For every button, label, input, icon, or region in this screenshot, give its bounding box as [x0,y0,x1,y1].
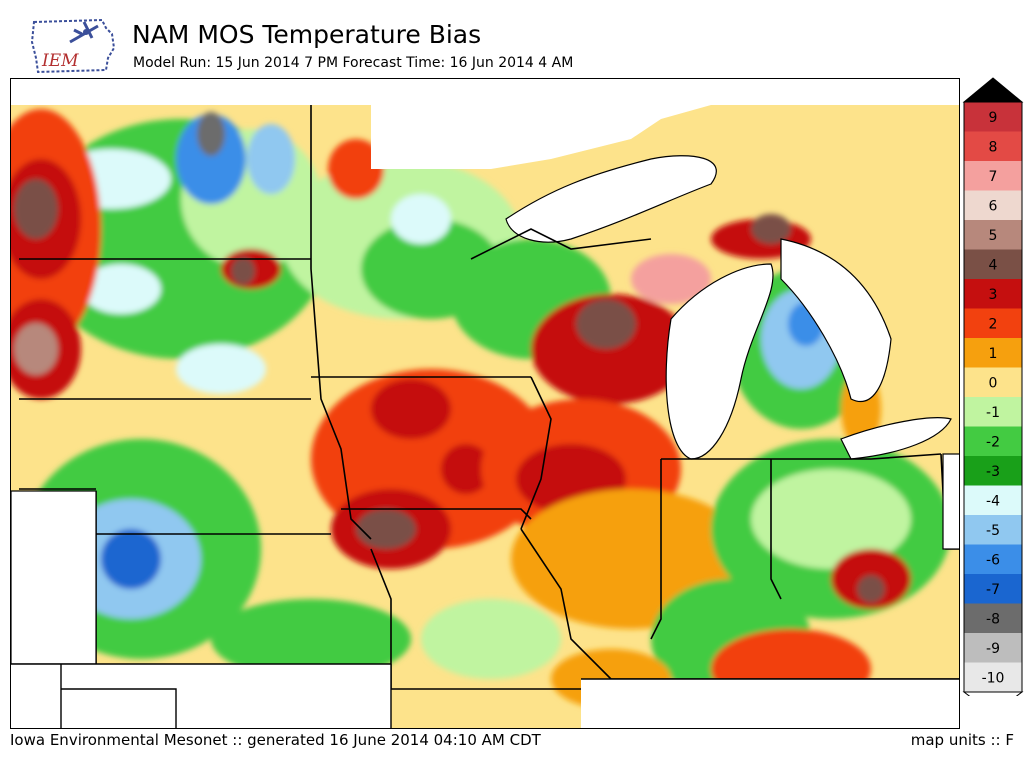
colorbar-label: 4 [989,257,998,273]
colorbar-swatch [964,515,1022,545]
colorbar-swatch [964,574,1022,604]
colorbar-label: -7 [986,582,1000,598]
colorbar-legend: 9 8 7 6 5 4 3 2 1 0 -1 -2 -3 -4 -5 -6 -7 -8 -9 -10 [962,76,1024,715]
colorbar-swatch [964,662,1022,692]
colorbar-outline [963,101,1023,693]
footer-credit: Iowa Environmental Mesonet :: generated … [10,731,541,749]
colorbar-label: 5 [989,228,998,244]
colorbar-label: 7 [989,169,998,185]
no-data-southeast [581,679,959,728]
colorbar-label: -1 [986,405,1000,421]
colorbar-swatch [964,279,1022,309]
colorbar-swatch [964,544,1022,574]
great-lakes [505,155,952,460]
colorbar-swatch [964,485,1022,515]
colorbar-swatch [964,161,1022,191]
logo-text: IEM [41,51,79,71]
lake-huron [780,238,892,402]
no-data-west [11,490,97,665]
colorbar-swatch [964,426,1022,456]
colorbar-label: -6 [986,552,1000,568]
colorbar-swatch [964,249,1022,279]
iowa-outline-icon [30,18,116,74]
colorbar-swatch [964,633,1022,663]
colorbar-swatch [964,456,1022,486]
colorbar-swatch [964,131,1022,161]
iem-logo: IEM [28,12,120,76]
page-title: NAM MOS Temperature Bias [132,20,482,49]
colorbar-swatch [964,220,1022,250]
colorbar-label: 6 [989,198,998,214]
bias-map [10,78,960,729]
colorbar-swatch [964,603,1022,633]
page-subtitle: Model Run: 15 Jun 2014 7 PM Forecast Tim… [133,55,574,71]
colorbar-swatch [964,397,1022,427]
colorbar-label: -3 [986,464,1000,480]
colorbar-label: -4 [986,493,1000,509]
colorbar-label: 8 [989,139,998,155]
bias-field [11,109,951,709]
colorbar-swatch [964,338,1022,368]
colorbar-under-arrow [962,691,1024,715]
colorbar-label: -8 [986,611,1000,627]
colorbar-swatch [964,190,1022,220]
no-data-south [11,664,391,728]
colorbar-swatch [964,102,1022,132]
colorbar-label: -10 [982,670,1005,686]
canada-region [11,79,959,169]
colorbar-label: 2 [989,316,998,332]
colorbar-over-arrow [962,77,1024,103]
colorbar-label: -5 [986,523,1000,539]
lake-superior [505,155,717,243]
lake-erie [840,417,952,460]
colorbar-swatch [964,367,1022,397]
lake-michigan [665,263,774,460]
colorbar-label: 1 [989,346,998,362]
footer-units: map units :: F [910,731,1014,749]
colorbar-label: -9 [986,641,1000,657]
colorbar-label: 3 [989,287,998,303]
colorbar-label: -2 [986,434,1000,450]
colorbar-label: 0 [989,375,998,391]
colorbar-swatch [964,308,1022,338]
colorbar-label: 9 [989,110,998,126]
